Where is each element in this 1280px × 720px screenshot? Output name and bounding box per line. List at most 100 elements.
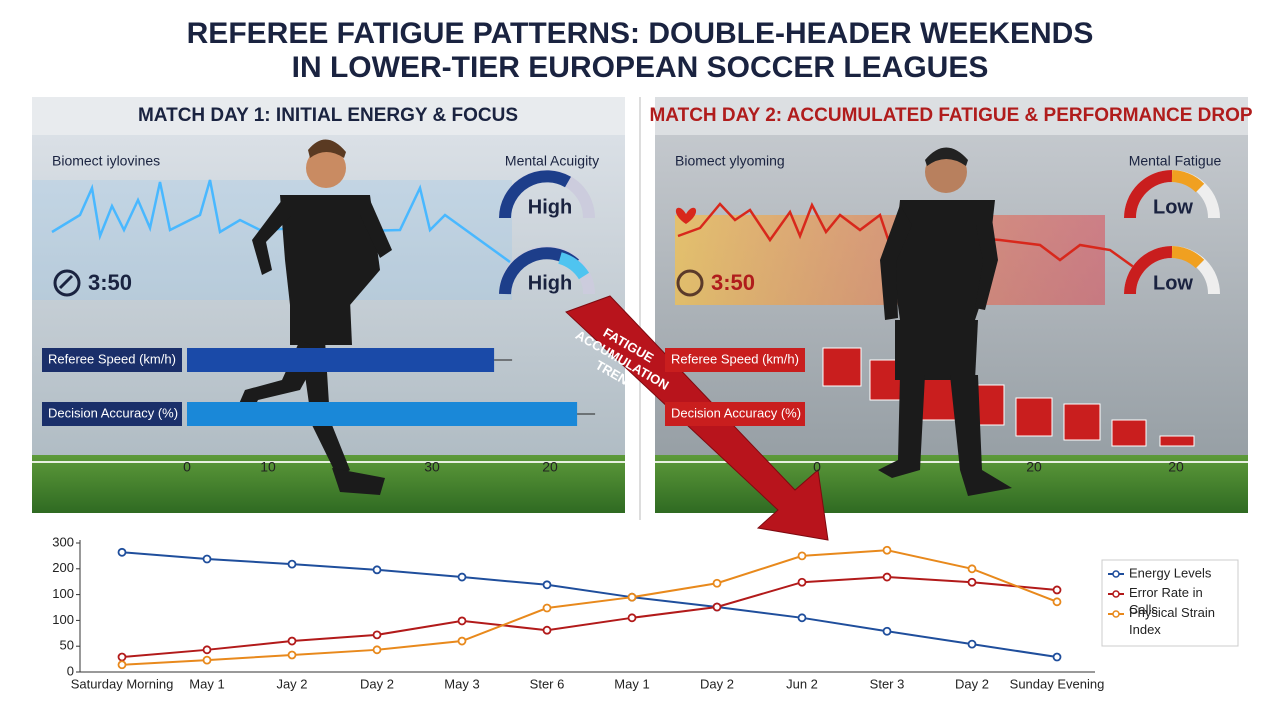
gauge-value: Low [1153,196,1193,218]
x-tick-label: Ster 6 [530,676,565,691]
panel-day2 [655,97,1248,513]
series-point [457,572,467,582]
legend-label: Physical Strain Index [1129,605,1215,637]
series-line [121,551,1058,659]
series-point [457,636,467,646]
bar-axis-tick: 30 [424,459,440,475]
series-point [542,580,552,590]
series-point [1052,652,1062,662]
series-point [287,559,297,569]
series-point [882,545,892,555]
bar-axis-tick: 0 [813,459,821,475]
title: IN LOWER-TIER EUROPEAN SOCCER LEAGUES [292,51,989,84]
y-tick-label: 100 [52,586,74,601]
x-tick-label: Day 2 [700,676,734,691]
x-tick-label: May 3 [444,676,479,691]
x-tick-label: Saturday Morning [71,676,174,691]
bar-axis-tick: 20 [1026,459,1042,475]
x-tick-label: Day 2 [955,676,989,691]
series-point [202,655,212,665]
bar-label-box [665,348,805,372]
series-point [967,577,977,587]
legend-label-part: Calls [1129,602,1158,617]
series-point [712,578,722,588]
bar-label-box [665,402,805,426]
series-point [117,652,127,662]
gauge-value: High [528,196,572,218]
x-tick-label: Ster 3 [870,676,905,691]
series-point [372,645,382,655]
panel-heading: MATCH DAY 2: ACCUMULATED FATIGUE & PERFO… [649,105,1252,126]
x-tick-label: Jun 2 [786,676,818,691]
legend-label: Energy Levels [1129,565,1212,580]
bar [187,348,495,372]
title: REFEREE FATIGUE PATTERNS: DOUBLE-HEADER … [187,17,1094,50]
series-point [967,639,977,649]
series-point [882,626,892,636]
series-point [1052,585,1062,595]
series-point [117,547,127,557]
biometric-label: Biomect ylyoming [675,153,785,169]
y-tick-label: 100 [52,612,74,627]
series-point [372,565,382,575]
bar-axis-tick: 10 [260,459,276,475]
bar-label-box [42,402,182,426]
bar-label: Referee Speed (km/h) [48,351,176,366]
series-point [202,645,212,655]
bar-label: Decision Accuracy (%) [48,405,178,420]
x-tick-label: Day 2 [360,676,394,691]
gauge-label: Mental Fatigue [1129,153,1222,169]
legend-label-part: Error Rate in [1129,585,1203,600]
y-tick-label: 50 [60,638,74,653]
timer: 3:50 [711,270,755,295]
series-point [797,551,807,561]
legend-swatch [1112,610,1120,618]
gauge-label: Mental Acuigity [505,153,599,169]
bar-label-box [42,348,182,372]
series-point [372,630,382,640]
panel-heading: MATCH DAY 1: INITIAL ENERGY & FOCUS [138,105,518,126]
y-tick-label: 0 [67,663,74,678]
series-point [542,625,552,635]
series-point [287,650,297,660]
series-line [121,549,1058,666]
series-point [117,660,127,670]
biometric-label: Biomect iylovines [52,153,160,169]
gauge-value: High [528,272,572,294]
legend-swatch [1112,590,1120,598]
timer: 3:50 [88,270,132,295]
legend-box [1101,559,1239,647]
bar [187,402,578,426]
y-tick-label: 300 [52,534,74,549]
x-tick-label: May 1 [189,676,224,691]
bar-label: Referee Speed (km/h) [671,351,799,366]
series-point [457,616,467,626]
legend-label: Error Rate in Calls [1129,585,1203,617]
bar-axis-tick: 0 [183,459,191,475]
x-tick-label: Jay 2 [276,676,307,691]
series-point [202,554,212,564]
bar-label: Decision Accuracy (%) [671,405,801,420]
series-line [121,576,1058,659]
x-tick-label: May 1 [614,676,649,691]
legend-swatch [1112,570,1120,578]
y-tick-label: 200 [52,560,74,575]
series-point [797,613,807,623]
series-point [712,602,722,612]
series-point [882,572,892,582]
gauge-value: Low [1153,272,1193,294]
series-point [797,577,807,587]
series-point [627,613,637,623]
series-point [542,603,552,613]
series-point [1052,597,1062,607]
series-point [627,592,637,602]
panel-day1 [32,97,625,513]
bar-axis-tick: 20 [1168,459,1184,475]
legend-label-part: Physical Strain [1129,605,1215,620]
x-tick-label: Sunday Evening [1010,676,1105,691]
series-point [287,636,297,646]
legend-label-part: Index [1129,622,1161,637]
bar-axis-tick: 20 [542,459,558,475]
series-point [967,564,977,574]
